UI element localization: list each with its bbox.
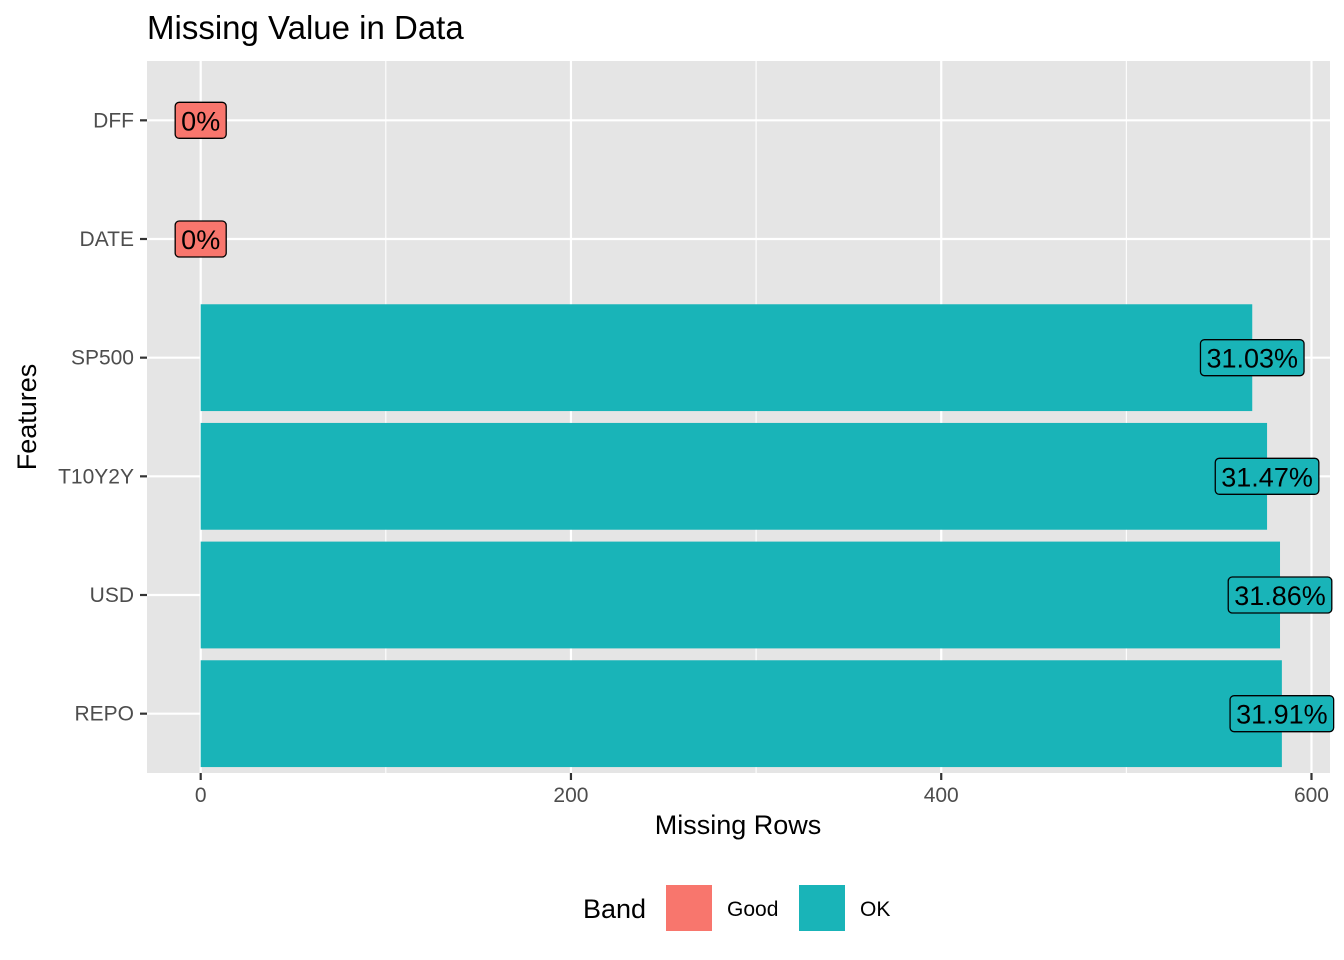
- bar-usd: [200, 541, 1281, 649]
- x-axis: 0 200 400 600: [195, 773, 1329, 807]
- data-label-box: [174, 220, 227, 258]
- data-label-text: 31.86%: [1234, 581, 1326, 611]
- y-axis-title: Features: [12, 364, 42, 471]
- x-tick-label: 600: [1294, 784, 1329, 807]
- data-label-t10y2y: 31.47%: [1214, 457, 1320, 495]
- legend-label-ok: OK: [860, 898, 890, 921]
- y-tick-label: SP500: [71, 347, 134, 370]
- data-label-box: [1199, 339, 1305, 377]
- y-axis: REPO USD T10Y2Y SP500 DATE DFF: [58, 109, 147, 726]
- legend: Band Good OK: [583, 885, 890, 931]
- x-tick-label: 400: [924, 784, 959, 807]
- data-label-box: [1214, 457, 1320, 495]
- data-label-usd: 31.86%: [1227, 576, 1333, 614]
- data-label-text: 31.47%: [1221, 462, 1313, 492]
- y-tick-label: T10Y2Y: [58, 465, 134, 488]
- y-tick-label: DATE: [80, 228, 134, 251]
- data-label-box: [174, 101, 227, 139]
- legend-title: Band: [583, 894, 646, 924]
- data-labels: 31.91% 31.86% 31.47% 31.03% 0% 0%: [174, 101, 1335, 733]
- data-label-text: 31.91%: [1236, 700, 1328, 730]
- data-label-repo: 31.91%: [1229, 695, 1335, 733]
- legend-swatch-good: [666, 885, 712, 931]
- y-tick-label: REPO: [74, 703, 134, 726]
- x-tick-label: 0: [195, 784, 207, 807]
- legend-label-good: Good: [727, 898, 778, 921]
- chart-title: Missing Value in Data: [147, 9, 464, 46]
- bar-sp500: [200, 304, 1253, 412]
- legend-swatch-ok: [799, 885, 845, 931]
- data-label-box: [1227, 576, 1333, 614]
- grid-minor: [385, 61, 1127, 773]
- x-axis-title: Missing Rows: [655, 810, 822, 840]
- data-label-sp500: 31.03%: [1199, 339, 1305, 377]
- y-tick-label: DFF: [93, 109, 134, 132]
- bar-repo: [200, 660, 1282, 768]
- data-label-dff: 0%: [174, 101, 227, 139]
- data-label-text: 0%: [181, 106, 220, 136]
- data-label-box: [1229, 695, 1335, 733]
- bar-t10y2y: [200, 422, 1268, 530]
- data-label-date: 0%: [174, 220, 227, 258]
- data-label-text: 0%: [181, 225, 220, 255]
- bars: [200, 304, 1282, 768]
- x-tick-label: 200: [553, 784, 588, 807]
- plot-panel: [147, 61, 1330, 773]
- y-tick-label: USD: [90, 584, 134, 607]
- data-label-text: 31.03%: [1206, 344, 1298, 374]
